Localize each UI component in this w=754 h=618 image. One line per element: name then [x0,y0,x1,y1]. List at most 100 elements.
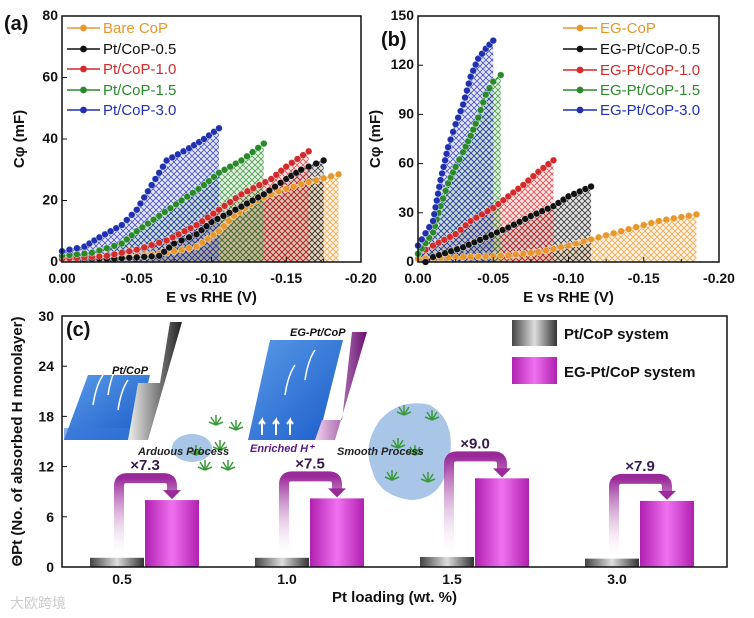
data-point [512,250,520,259]
legend-label: Pt/CoP-1.0 [103,61,176,78]
ratio-arrowhead [328,488,346,498]
data-point [123,235,131,244]
data-point [529,172,538,180]
data-point [478,210,486,219]
data-point [439,163,448,171]
data-point [172,200,180,209]
grass-icon [220,460,236,471]
y-axis-label: ΘPt (No. of absorbed H monolayer) [9,316,26,566]
data-point [185,244,193,252]
y-tick-label: 90 [398,105,414,121]
data-point [243,187,252,195]
data-point [180,227,189,235]
data-point [73,250,81,259]
y-tick-label: 150 [391,7,415,23]
data-point [210,173,218,181]
data-point [189,189,197,197]
data-point [128,231,136,240]
data-point [454,113,462,122]
data-point [73,244,81,252]
data-point [483,207,492,215]
hatch-area-0 [418,214,697,262]
y-tick-label: 30 [38,308,54,324]
panel-label: (a) [4,13,28,35]
data-point [542,246,550,255]
data-point [446,135,455,144]
data-point [444,143,452,151]
data-point [192,230,201,239]
data-point [215,169,223,177]
data-point [544,160,553,168]
data-point [466,217,475,225]
grass-icon [424,410,440,421]
data-point [95,246,104,255]
legend-label: Pt/CoP-1.5 [103,82,176,99]
data-point [451,163,460,171]
grass-icon [420,472,436,483]
data-point [334,170,343,179]
data-point [110,242,119,250]
data-point [479,98,487,107]
data-point [155,239,163,247]
data-point [514,185,523,193]
data-point [579,237,588,246]
data-point [177,196,186,205]
data-point [461,221,470,230]
data-point [293,155,302,163]
data-point [304,162,313,171]
legend-marker [576,86,584,94]
data-point [647,219,655,227]
data-point [430,210,439,218]
x-tick-label: -0.05 [477,270,509,286]
data-point [133,227,141,235]
data-point [225,217,233,225]
data-point [243,152,251,160]
data-point [451,230,460,238]
legend-label: EG-Pt/CoP system [564,364,695,381]
data-point [549,156,558,165]
x-axis-label: Pt loading (wt. %) [332,589,457,606]
data-point [632,223,640,231]
data-point [478,50,486,58]
data-point [125,254,133,262]
data-point [215,227,223,235]
ratio-label: ×7.9 [625,458,655,475]
data-point [254,144,262,152]
data-point [155,169,163,177]
data-point [587,235,595,244]
x-tick-label: -0.20 [345,270,377,286]
legend-marker [576,106,584,114]
y-tick-label: 20 [42,192,58,208]
data-point [215,124,223,132]
data-point [118,239,126,248]
data-point [237,190,246,199]
data-point [477,106,485,114]
purple-wall [315,332,367,440]
data-point [177,246,186,254]
data-point [455,155,464,164]
legend-label: EG-Pt/CoP-1.5 [600,82,700,99]
data-point [197,226,206,234]
y-tick-label: 80 [42,7,58,23]
data-point [151,175,160,183]
data-point [155,252,163,260]
x-tick-label: -0.20 [703,270,735,286]
ratio-arrow [114,473,177,554]
data-point [677,213,686,221]
data-point [159,162,167,171]
up-arrow-icon [272,417,280,435]
data-point [149,216,158,224]
water-ripple-icon [304,349,316,381]
legend-marker [80,45,87,53]
y-tick-label: 6 [46,509,54,525]
panel-c: Pt/CoP EG-Pt/CoP Enriched H⁺ Arduous Proces… [9,308,728,606]
data-point [261,178,270,186]
y-tick-label: 0 [406,253,414,269]
ratio-arrow [279,471,342,554]
data-point [271,182,279,191]
data-point [527,249,535,257]
data-point [260,190,268,199]
data-point [587,182,595,191]
data-point [485,84,494,92]
